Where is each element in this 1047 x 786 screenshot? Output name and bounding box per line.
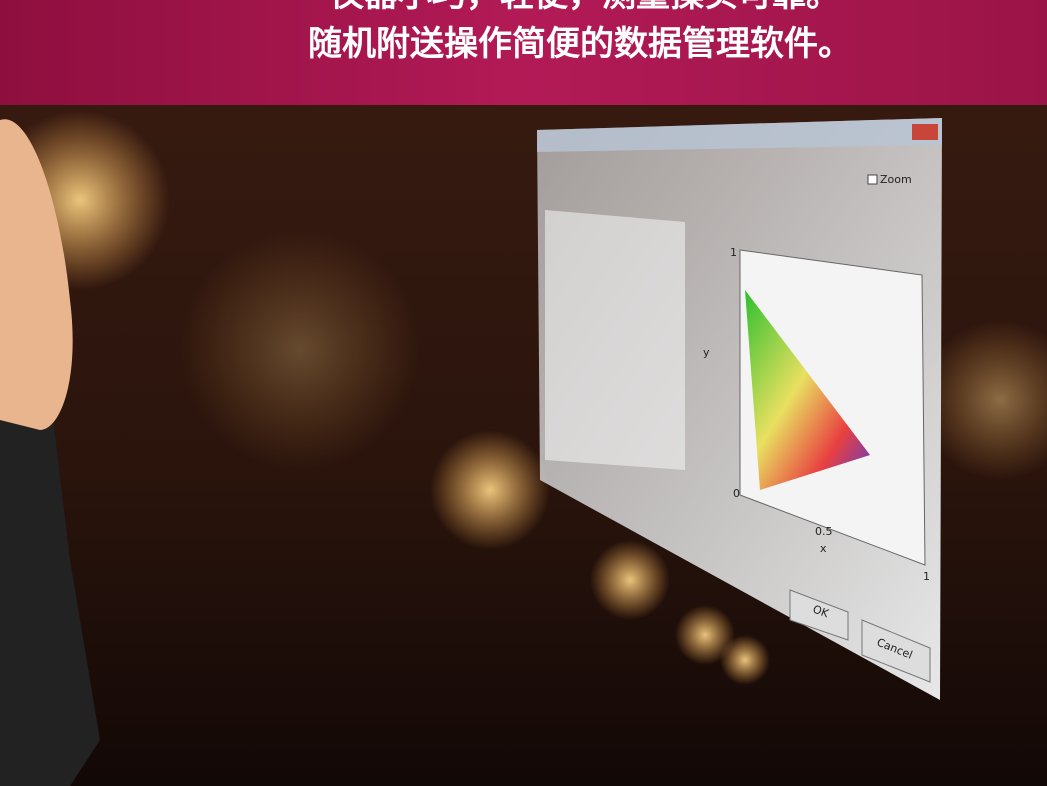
lights — [0, 110, 1047, 685]
handheld-device — [0, 119, 100, 786]
axis-tick: 0 — [733, 487, 740, 500]
software-window — [537, 118, 942, 700]
banner — [0, 0, 1047, 105]
banner-line: 仪器小巧，轻便，测量操实可靠。 — [329, 0, 840, 15]
ok-button[interactable]: OK — [811, 603, 831, 621]
axis-tick: 1 — [730, 246, 737, 259]
axis-label: x — [820, 542, 827, 555]
zoom-label: Zoom — [880, 173, 912, 186]
axis-label: y — [703, 346, 710, 359]
axis-tick: 1 — [923, 570, 930, 583]
axis-tick: 0.5 — [815, 525, 833, 538]
banner-line: 随机附送操作简便的数据管理软件。 — [308, 24, 852, 64]
